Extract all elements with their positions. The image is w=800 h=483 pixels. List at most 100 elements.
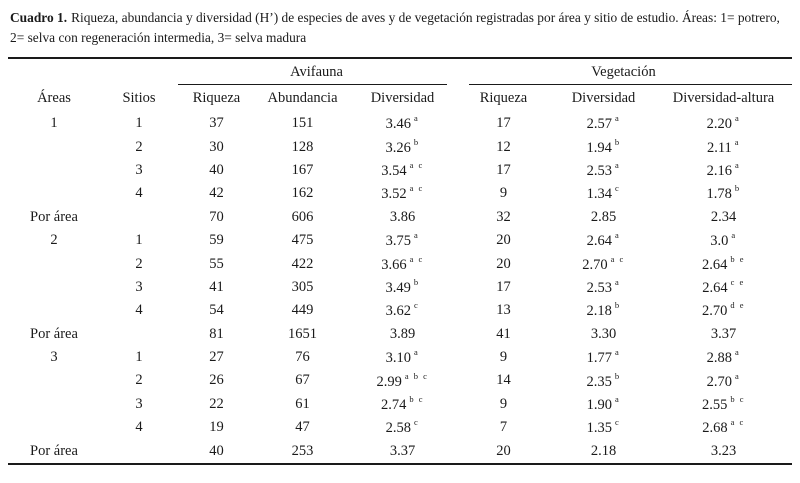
significance-superscript: b c: [730, 393, 746, 404]
group-header-row: Avifauna Vegetación: [8, 58, 793, 85]
table-row-site: 3 40 167 3.54 a c 17 2.53 a 2.16 a: [8, 159, 792, 182]
table-row-site: 3 41 305 3.49 b 17 2.53 a 2.64 c e: [8, 276, 792, 299]
cell-vegetacion-diversidad-altura: 2.55 b c: [701, 393, 746, 413]
cell-avifauna-diversidad: 3.62 c: [385, 300, 420, 320]
cell-avifauna-diversidad: 3.75 a: [385, 230, 420, 250]
column-header-avi-diversidad: Diversidad: [370, 90, 435, 106]
cell-vegetacion-diversidad-altura: 2.64 c e: [702, 277, 745, 296]
significance-superscript: a: [731, 230, 737, 241]
cell-vegetacion-riqueza: 17: [496, 278, 511, 295]
significance-superscript: b: [614, 300, 621, 311]
cell-avifauna-riqueza: 26: [209, 372, 224, 389]
cell-vegetacion-riqueza: 20: [496, 442, 511, 459]
cell-area: 1: [50, 115, 58, 132]
significance-superscript: a: [615, 160, 621, 171]
significance-superscript: a: [414, 113, 420, 124]
cell-avifauna-diversidad: 3.49 b: [385, 277, 420, 296]
cell-sitio: 4: [135, 185, 143, 202]
significance-superscript: b: [413, 136, 420, 147]
cell-avifauna-diversidad: 3.54 a c: [381, 160, 424, 179]
cell-area: Por área: [30, 442, 78, 459]
cell-sitio: 2: [135, 372, 143, 389]
column-header-veg-diversidad: Diversidad: [571, 90, 636, 106]
cell-avifauna-riqueza: 70: [209, 208, 224, 225]
significance-superscript: a c: [409, 183, 424, 194]
cell-sitio: [100, 323, 178, 346]
cell-vegetacion-diversidad-altura: 2.70 a: [706, 370, 741, 390]
significance-superscript: b: [734, 183, 741, 194]
cell-avifauna-diversidad: 3.46 a: [385, 113, 420, 133]
table-row-area-total: Por área 40 253 3.37 20 2.18 3.23: [8, 439, 792, 463]
cell-vegetacion-diversidad: 1.94 b: [586, 136, 621, 156]
cell-area: [8, 276, 100, 299]
significance-superscript: a: [735, 370, 741, 381]
significance-superscript: b: [614, 136, 621, 147]
column-header-sitios: Sitios: [122, 90, 156, 106]
cell-vegetacion-diversidad-altura: 3.37: [710, 325, 737, 342]
cell-vegetacion-diversidad-altura: 2.20 a: [706, 113, 741, 133]
cell-vegetacion-riqueza: 20: [496, 255, 511, 272]
cell-vegetacion-diversidad: 2.18 b: [586, 300, 621, 320]
significance-superscript: c: [414, 417, 420, 428]
significance-superscript: b: [614, 370, 621, 381]
significance-superscript: c: [414, 300, 420, 311]
cell-sitio: 4: [135, 302, 143, 319]
cell-vegetacion-diversidad-altura: 2.64 b e: [701, 253, 746, 273]
cell-avifauna-abundancia: 305: [291, 278, 314, 295]
cell-avifauna-riqueza: 59: [209, 232, 224, 249]
significance-superscript: a: [735, 347, 741, 358]
cell-avifauna-diversidad: 2.58 c: [385, 417, 420, 437]
cell-avifauna-riqueza: 54: [209, 302, 224, 319]
cell-avifauna-riqueza: 41: [209, 278, 224, 295]
cell-avifauna-riqueza: 27: [209, 349, 224, 366]
cell-avifauna-diversidad: 3.26 b: [385, 136, 420, 156]
cell-avifauna-riqueza: 81: [209, 325, 224, 342]
cell-vegetacion-diversidad-altura: 2.68 a c: [702, 417, 745, 437]
table-caption-text: Riqueza, abundancia y diversidad (H’) de…: [10, 10, 780, 45]
table-body: 1 1 37 151 3.46 a 17 2.57 a 2.20 a 2 30 128 3.26 b 12 1.9…: [8, 112, 792, 464]
cell-sitio: [100, 206, 178, 229]
significance-superscript: d e: [730, 300, 746, 311]
cell-vegetacion-diversidad: 1.90 a: [586, 393, 621, 413]
cell-vegetacion-riqueza: 7: [499, 419, 508, 436]
table-row-site: 2 55 422 3.66 a c 20 2.70 a c 2.64 b e: [8, 252, 792, 275]
cell-area: [8, 159, 100, 182]
cell-area: [8, 393, 100, 416]
cell-vegetacion-diversidad-altura: 2.88 a: [706, 347, 741, 367]
cell-avifauna-abundancia: 76: [295, 349, 310, 366]
cell-sitio: 2: [135, 255, 143, 272]
significance-superscript: a: [615, 230, 621, 241]
cell-sitio: 3: [135, 161, 143, 178]
cell-avifauna-abundancia: 606: [291, 208, 314, 225]
cell-area: [8, 369, 100, 392]
table-row-site: 3 1 27 76 3.10 a 9 1.77 a 2.88 a: [8, 346, 792, 369]
cell-vegetacion-diversidad: 2.53 a: [586, 160, 621, 179]
column-header-avi-riqueza: Riqueza: [192, 90, 241, 106]
results-table: Avifauna Vegetación Áreas Sitios Riqueza…: [8, 57, 793, 465]
significance-superscript: b e: [730, 253, 746, 264]
cell-avifauna-abundancia: 151: [291, 115, 314, 132]
cell-vegetacion-diversidad: 1.35 c: [586, 417, 621, 437]
table-row-site: 4 19 47 2.58 c 7 1.35 c 2.68 a c: [8, 416, 792, 439]
cell-avifauna-abundancia: 47: [295, 419, 310, 436]
significance-superscript: c: [615, 183, 621, 194]
cell-vegetacion-diversidad-altura: 3.23: [710, 442, 737, 459]
cell-avifauna-riqueza: 55: [209, 255, 224, 272]
cell-vegetacion-diversidad: 3.30: [590, 325, 617, 342]
cell-area: [8, 416, 100, 439]
cell-sitio: 1: [135, 232, 143, 249]
cell-vegetacion-riqueza: 13: [496, 302, 511, 319]
column-header-areas: Áreas: [37, 90, 71, 106]
cell-avifauna-diversidad: 3.10 a: [385, 347, 420, 367]
cell-vegetacion-diversidad: 2.57 a: [586, 113, 621, 133]
cell-vegetacion-riqueza: 9: [499, 185, 508, 202]
significance-superscript: a: [735, 160, 741, 171]
cell-avifauna-diversidad: 3.89: [389, 325, 416, 342]
cell-vegetacion-diversidad: 2.53 a: [586, 277, 621, 296]
significance-superscript: a: [615, 347, 621, 358]
significance-superscript: b c: [409, 393, 425, 404]
significance-superscript: a b c: [404, 370, 429, 381]
cell-sitio: [100, 439, 178, 463]
cell-vegetacion-diversidad: 1.34 c: [586, 183, 621, 203]
group-header-avifauna: Avifauna: [178, 58, 455, 85]
